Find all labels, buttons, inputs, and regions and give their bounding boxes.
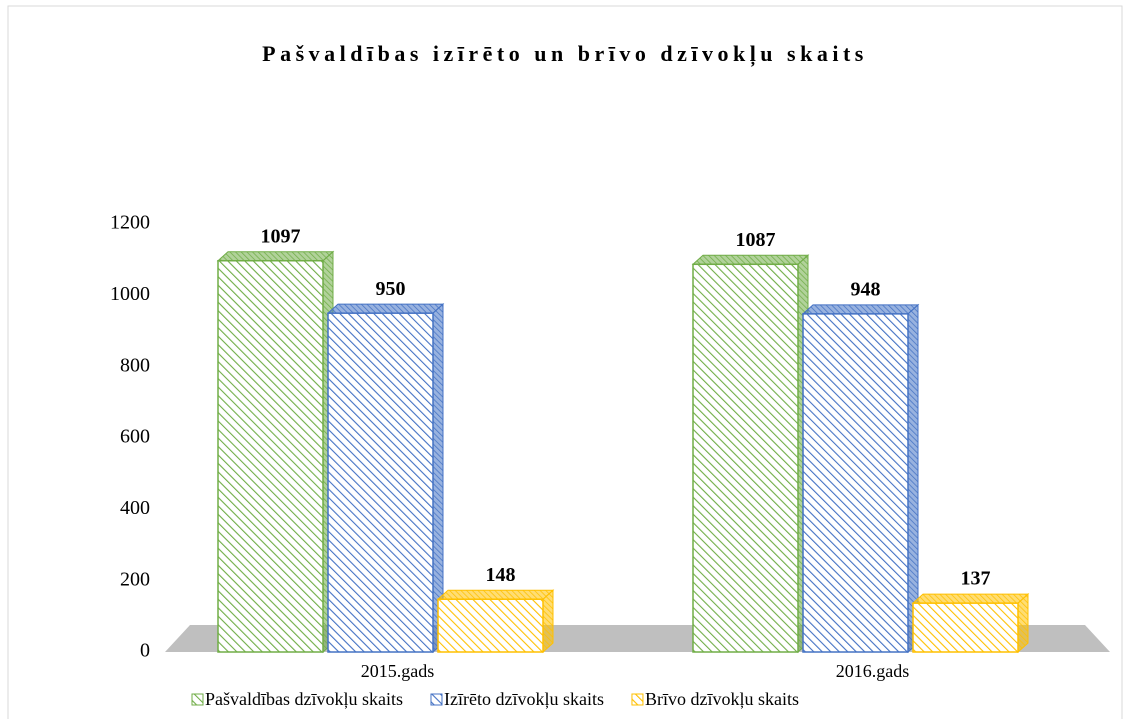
y-tick-label: 0 bbox=[140, 640, 150, 662]
bar-top bbox=[691, 254, 810, 265]
y-tick-label: 200 bbox=[120, 568, 150, 590]
legend-swatch bbox=[430, 693, 443, 706]
bar-side bbox=[542, 589, 554, 654]
bar bbox=[802, 313, 909, 653]
chart-title: Pašvaldības izīrēto un brīvo dzīvokļu sk… bbox=[262, 41, 868, 67]
y-tick-label: 400 bbox=[120, 497, 150, 519]
bar bbox=[692, 263, 799, 653]
value-label: 137 bbox=[961, 568, 991, 590]
value-label: 148 bbox=[486, 564, 516, 586]
bar-top bbox=[436, 589, 555, 600]
x-tick-label: 2015.gads bbox=[361, 661, 435, 681]
bar bbox=[217, 259, 324, 653]
bar-side bbox=[1017, 593, 1029, 654]
bar bbox=[912, 602, 1019, 653]
bar bbox=[327, 312, 434, 653]
legend-label: Pašvaldības dzīvokļu skaits bbox=[205, 689, 403, 709]
value-label: 950 bbox=[376, 278, 406, 300]
legend-swatch bbox=[631, 693, 644, 706]
bar-top bbox=[216, 251, 335, 262]
value-label: 1087 bbox=[736, 229, 776, 251]
value-label: 948 bbox=[851, 278, 881, 300]
bar bbox=[437, 598, 544, 653]
y-tick-label: 800 bbox=[120, 354, 150, 376]
bar-top bbox=[326, 303, 445, 314]
legend-swatch bbox=[191, 693, 204, 706]
value-label: 1097 bbox=[261, 225, 301, 247]
y-tick-label: 1000 bbox=[110, 283, 150, 305]
legend-label: Brīvo dzīvokļu skaits bbox=[645, 689, 799, 709]
y-tick-label: 1200 bbox=[110, 212, 150, 234]
y-tick-label: 600 bbox=[120, 426, 150, 448]
bar-top bbox=[801, 304, 920, 315]
bar-top bbox=[911, 593, 1030, 604]
legend-label: Izīrēto dzīvokļu skaits bbox=[444, 689, 604, 709]
x-tick-label: 2016.gads bbox=[836, 661, 910, 681]
